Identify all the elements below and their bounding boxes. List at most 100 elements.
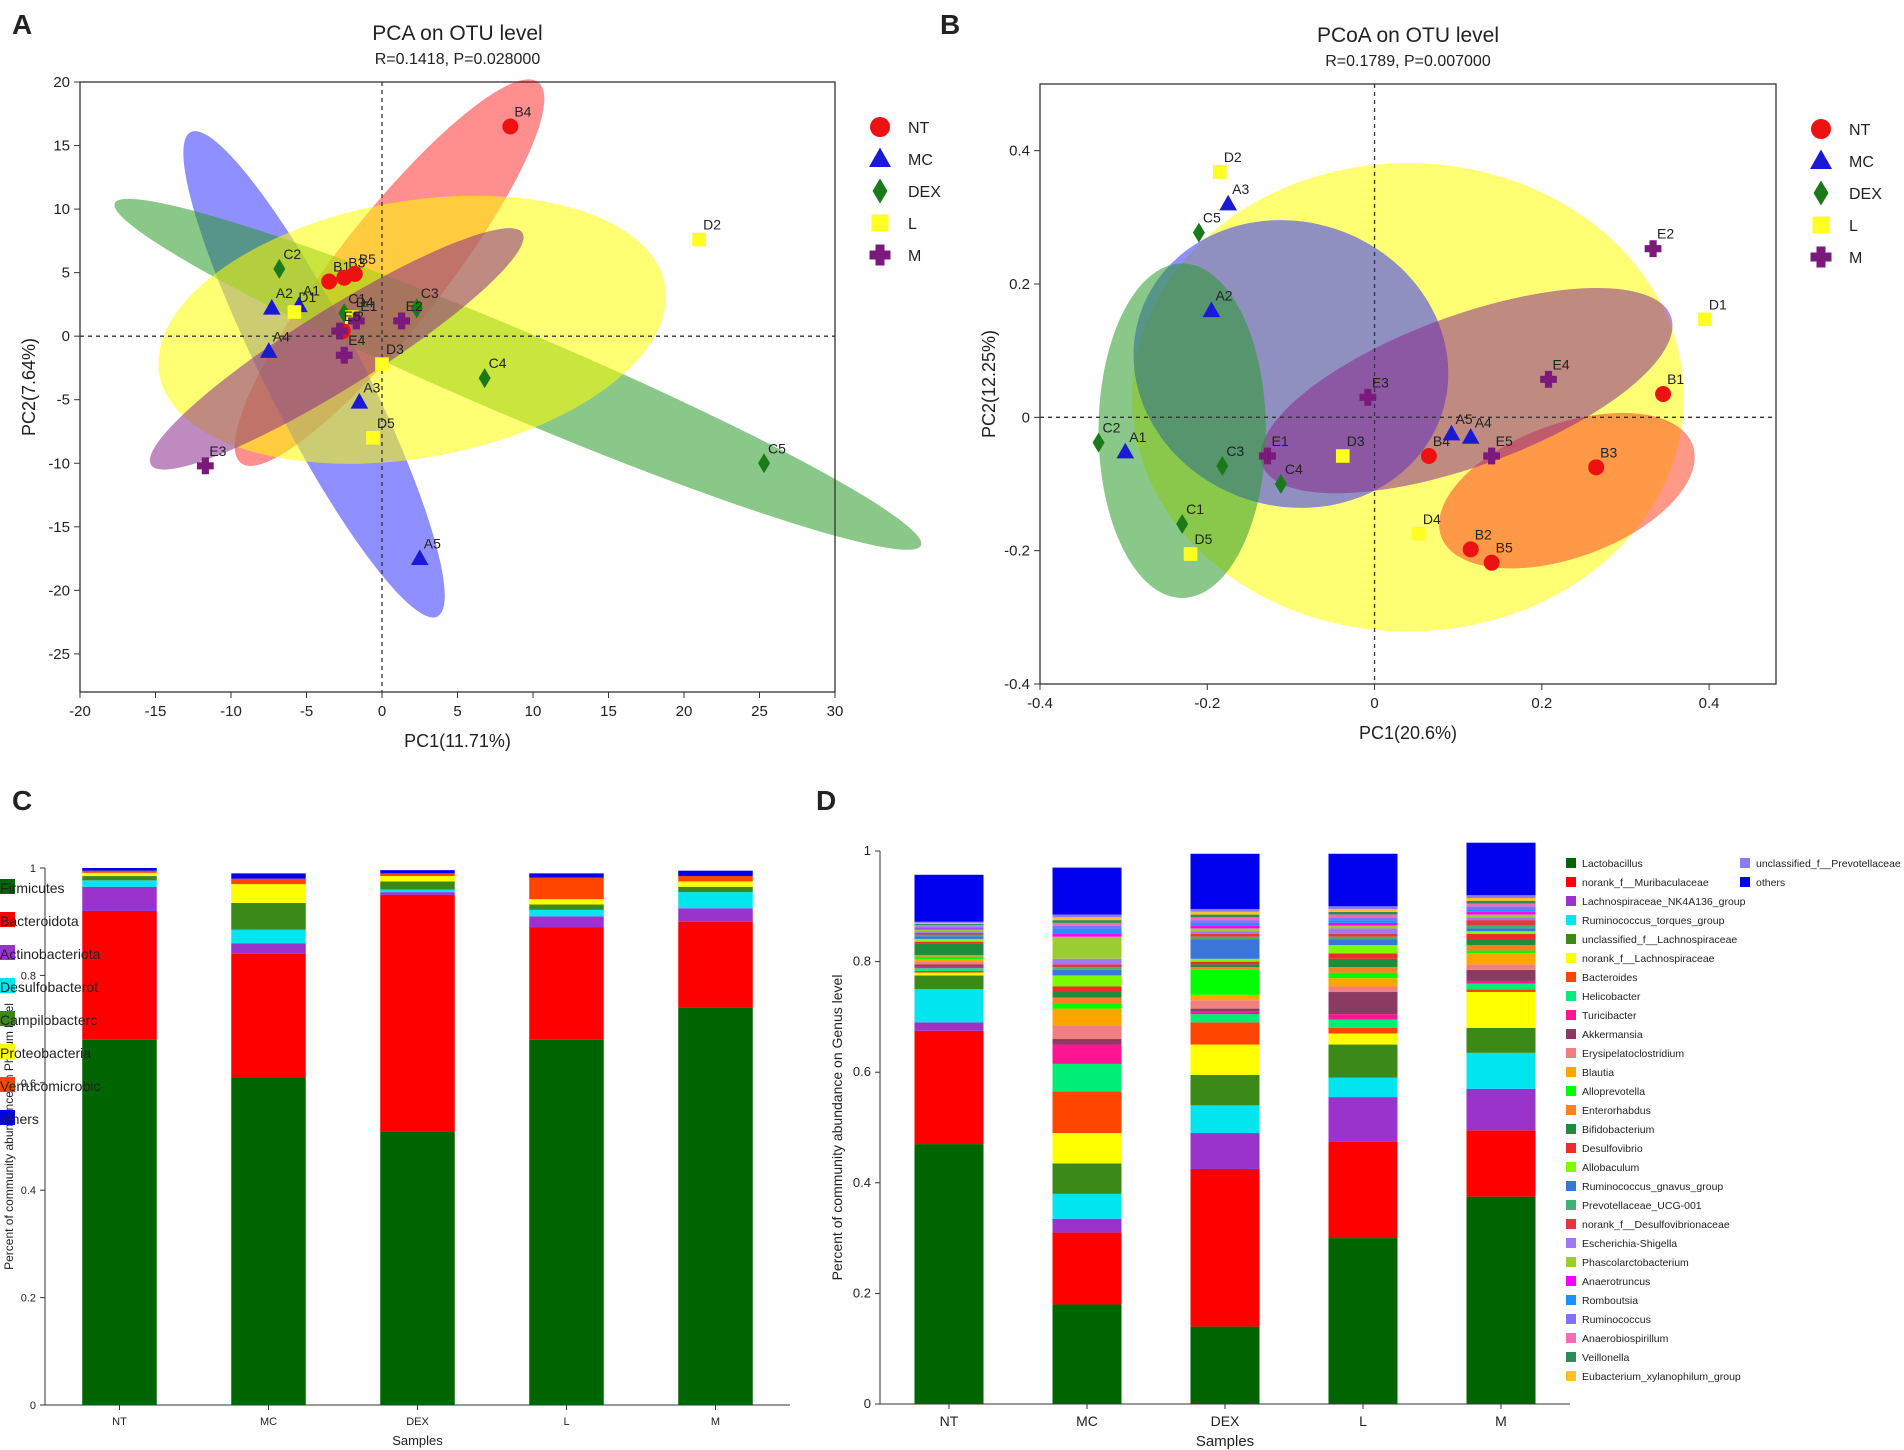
group-ellipses	[1098, 163, 1695, 632]
point-b4	[1420, 448, 1437, 464]
bar-segment	[380, 873, 455, 877]
y-tick-label: 0.2	[1009, 276, 1030, 293]
bar-stack-dex	[1190, 853, 1260, 1404]
point-label: A3	[363, 379, 380, 395]
bar-segment	[1328, 922, 1398, 926]
bar-segment	[1466, 939, 1536, 946]
bar-segment	[1052, 936, 1122, 959]
bar-segment	[914, 932, 984, 935]
bar-stack-mc	[1052, 867, 1122, 1404]
group-ellipses	[114, 79, 922, 618]
x-tick-label: 10	[525, 703, 542, 720]
y-tick-label: -15	[48, 519, 70, 536]
bar-segment	[914, 989, 984, 1023]
y-axis-label: PC2(7.64%)	[19, 338, 39, 436]
point-e3	[196, 457, 214, 475]
y-tick-label: -20	[48, 582, 70, 599]
x-tick-label: -10	[220, 703, 242, 720]
point-c4	[478, 368, 491, 389]
bar-segment	[1466, 900, 1536, 904]
bar-segment	[1190, 928, 1260, 932]
bar-stack-l	[1328, 853, 1398, 1404]
legend-label: M	[908, 248, 921, 265]
bar-segment	[1328, 1044, 1398, 1078]
point-label: C3	[421, 285, 439, 301]
point-label: D3	[1347, 433, 1365, 449]
legend-label: Ruminococcus_torques_group	[1582, 915, 1725, 927]
x-tick-label: NT	[940, 1413, 959, 1429]
panel-a-pca: A PCA on OTU level R=0.1418, P=0.028000 -20…	[12, 9, 941, 751]
bar-segment	[1052, 1063, 1122, 1092]
legend-marker-m	[869, 244, 891, 266]
bar-segment	[1052, 1091, 1122, 1134]
legend-label: Verrucomicrobic	[0, 1078, 100, 1094]
y-tick-label: -25	[48, 646, 70, 663]
bar-segment	[914, 975, 984, 990]
bar-segment	[1466, 1027, 1536, 1053]
bar-segment	[1052, 997, 1122, 1004]
bar-segment	[231, 902, 306, 930]
bar-segment	[1052, 1232, 1122, 1305]
point-label: D5	[1195, 531, 1213, 547]
point-label: E4	[1553, 356, 1570, 372]
bar-segment	[1190, 967, 1260, 970]
bar-segment	[231, 953, 306, 1078]
x-axis-label: PC1(20.6%)	[1359, 723, 1457, 743]
bar-segment	[1052, 958, 1122, 965]
bar-segment	[1052, 867, 1122, 915]
bar-segment	[1466, 925, 1536, 929]
legend-swatch	[1566, 1333, 1576, 1343]
bar-segment	[231, 878, 306, 885]
bar-segment	[1190, 1011, 1260, 1015]
x-tick-label: 0.2	[1531, 695, 1552, 712]
bar-segment	[678, 870, 753, 877]
point-label: E2	[406, 298, 423, 314]
y-tick-label: 0	[864, 1396, 871, 1411]
legend-label: Proteobacteria	[0, 1045, 91, 1061]
bar-segment	[914, 936, 984, 939]
legend-label: MC	[1849, 154, 1874, 171]
point-label: E3	[209, 443, 226, 459]
bar-segment	[1328, 1077, 1398, 1098]
legend-label: Lachnospiraceae_NK4A136_group	[1582, 896, 1746, 908]
point-d3	[1335, 449, 1350, 463]
bar-stack-nt	[82, 868, 157, 1405]
y-tick-label: 0.6	[21, 1078, 36, 1090]
bar-segment	[1052, 1039, 1122, 1045]
bar-segment	[1052, 986, 1122, 993]
point-a4	[259, 342, 278, 358]
legend-label: Erysipelatoclostridium	[1582, 1048, 1684, 1060]
point-label: D2	[703, 217, 721, 233]
point-c3	[410, 298, 423, 319]
point-d1	[1698, 312, 1712, 327]
bar-segment	[1466, 969, 1536, 981]
y-axis-label: PC2(12.25%)	[979, 330, 999, 438]
point-label: E5	[1496, 433, 1513, 449]
bar-segment	[914, 943, 984, 955]
bar-segment	[914, 971, 984, 973]
bar-segment	[1190, 1074, 1260, 1106]
x-tick-label: DEX	[406, 1416, 429, 1428]
point-c5	[758, 453, 771, 474]
bar-segment	[1328, 1027, 1398, 1034]
point-label: E3	[1372, 374, 1389, 390]
legend-label: NT	[1849, 122, 1871, 139]
legend-swatch	[1566, 915, 1576, 925]
bar-segment	[1328, 953, 1398, 959]
legend-label: Enterorhabdus	[1582, 1105, 1651, 1117]
legend-swatch	[1566, 1257, 1576, 1267]
bar-segment	[678, 881, 753, 887]
y-axis-label: Percent of community abundance on Phylum…	[2, 1003, 16, 1270]
bar-segment	[914, 925, 984, 927]
bar-segment	[914, 934, 984, 937]
point-b4	[502, 118, 519, 135]
point-e1	[1259, 447, 1276, 465]
bar-segment	[380, 876, 455, 882]
bar-segment	[1328, 972, 1398, 979]
point-d5	[366, 431, 380, 445]
bar-segment	[914, 1030, 984, 1145]
bar-segment	[1466, 1052, 1536, 1089]
bar-segment	[1466, 983, 1536, 990]
legend-swatch	[0, 1110, 15, 1125]
bar-segment	[1052, 967, 1122, 970]
